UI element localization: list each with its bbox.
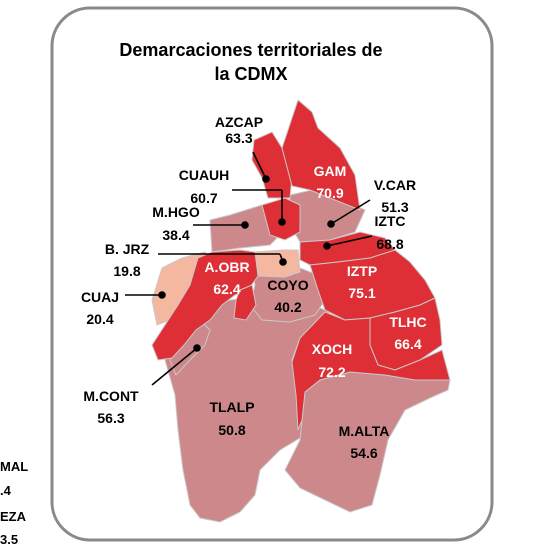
cutoff-text-2: .4 [0, 483, 11, 498]
leader-dot-cuauh [278, 218, 286, 226]
leader-dot-cuaj [158, 291, 166, 299]
label-mcont-value: 56.3 [97, 410, 124, 426]
leader-dot-vcar [327, 220, 335, 228]
leader-dot-bjrz [279, 258, 287, 266]
label-malta-value: 54.6 [350, 445, 377, 461]
label-bjrz-value: 19.8 [113, 263, 140, 279]
label-iztc-value: 68.8 [376, 236, 403, 252]
label-mhgo-value: 38.4 [162, 227, 189, 243]
leader-dot-azcap [262, 175, 270, 183]
cutoff-text-3: EZA [0, 509, 26, 524]
label-bjrz-name: B. JRZ [105, 241, 150, 257]
label-xoch-name: XOCH [312, 341, 352, 357]
label-gam-name: GAM [314, 163, 347, 179]
region-xoch[interactable] [291, 311, 451, 431]
label-gam-value: 70.9 [316, 185, 343, 201]
leader-mcont [151, 347, 198, 386]
leader-iztc [326, 235, 373, 247]
map-title-line1: Demarcaciones territoriales de [119, 40, 382, 60]
label-aobr-name: A.OBR [204, 259, 249, 275]
label-iztc-name: IZTC [374, 213, 405, 229]
label-tlalp-value: 50.8 [218, 422, 245, 438]
label-azcap-value: 63.3 [225, 130, 252, 146]
region-aobr-spur[interactable] [233, 284, 257, 321]
label-cuaj-value: 20.4 [86, 311, 113, 327]
leader-dot-mcont [193, 344, 201, 352]
leader-azcap [252, 151, 267, 180]
label-tlhc-name: TLHC [389, 314, 426, 330]
label-mhgo-name: M.HGO [152, 204, 200, 220]
label-aobr-value: 62.4 [213, 281, 240, 297]
region-aobr[interactable] [151, 249, 259, 361]
cutoff-text-4: 3.5 [0, 532, 19, 547]
label-vcar-value: 51.3 [381, 199, 408, 215]
label-malta-name: M.ALTA [339, 423, 390, 439]
label-coyo-name: COYO [267, 277, 308, 293]
label-cuaj-name: CUAJ [81, 289, 119, 305]
region-gam[interactable] [281, 99, 361, 211]
label-coyo-value: 40.2 [274, 299, 301, 315]
leader-dot-mhgo [241, 221, 249, 229]
label-iztp-value: 75.1 [348, 285, 375, 301]
label-cuauh-value: 60.7 [190, 190, 217, 206]
leader-dot-iztc [323, 242, 331, 250]
map-title-line2: la CDMX [214, 64, 287, 84]
label-tlalp-name: TLALP [209, 399, 254, 415]
leader-vcar [330, 199, 371, 225]
label-mcont-name: M.CONT [83, 388, 139, 404]
label-cuauh-name: CUAUH [179, 167, 230, 183]
label-xoch-value: 72.2 [318, 364, 345, 380]
label-tlhc-value: 66.4 [394, 336, 421, 352]
cutoff-text-1: MAL [0, 459, 29, 474]
label-iztp-name: IZTP [347, 263, 377, 279]
leader-lines [125, 151, 373, 386]
label-vcar-name: V.CAR [374, 177, 416, 193]
label-azcap-name: AZCAP [215, 114, 263, 130]
